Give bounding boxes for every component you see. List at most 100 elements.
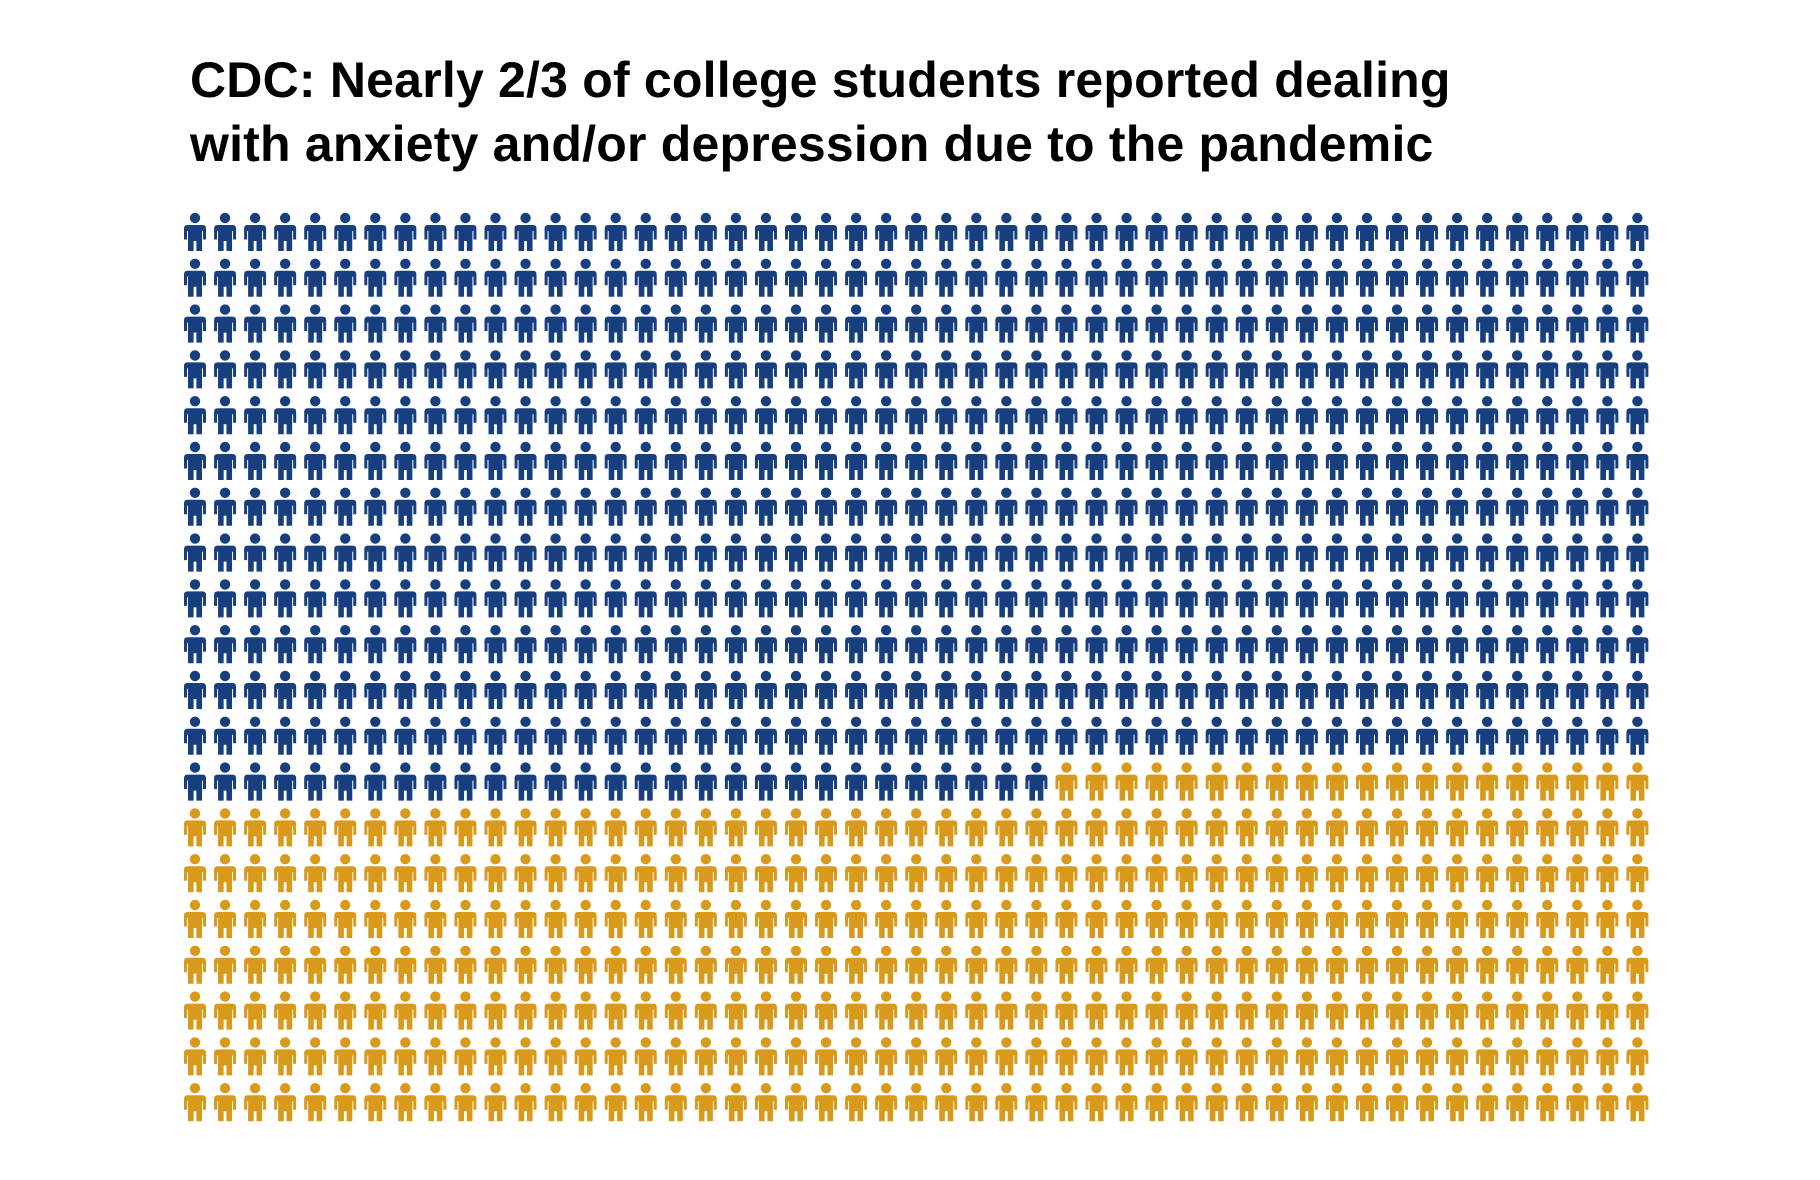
person-icon-series-1 xyxy=(785,258,807,297)
person-icon-series-2 xyxy=(1115,854,1138,893)
person-icon-series-1 xyxy=(1416,441,1439,480)
person-icon-series-1 xyxy=(724,487,747,526)
person-icon-series-2 xyxy=(1265,1083,1288,1122)
person-icon-series-1 xyxy=(1416,212,1439,251)
person-icon-series-1 xyxy=(1386,212,1408,251)
person-icon-series-1 xyxy=(875,396,898,435)
person-icon-series-2 xyxy=(604,1037,627,1076)
person-icon-series-2 xyxy=(724,899,747,938)
person-icon-series-1 xyxy=(905,762,928,801)
person-icon-series-1 xyxy=(484,212,507,251)
person-icon-series-2 xyxy=(694,1083,717,1122)
person-icon-series-1 xyxy=(1536,212,1559,251)
person-icon-series-2 xyxy=(1295,1083,1318,1122)
person-icon-series-2 xyxy=(694,808,717,847)
person-icon-series-1 xyxy=(1055,396,1078,435)
person-icon-series-1 xyxy=(1386,716,1408,755)
person-icon-series-2 xyxy=(965,854,988,893)
person-icon-series-1 xyxy=(1175,396,1198,435)
person-icon-series-2 xyxy=(1235,945,1258,984)
person-icon-series-2 xyxy=(544,899,567,938)
person-icon-series-1 xyxy=(334,396,357,435)
person-icon-series-2 xyxy=(724,1083,747,1122)
person-icon-series-1 xyxy=(604,350,627,389)
person-icon-series-1 xyxy=(845,579,868,618)
person-icon-series-1 xyxy=(1115,716,1138,755)
person-icon-series-1 xyxy=(1506,670,1529,709)
person-icon-series-2 xyxy=(1355,854,1378,893)
person-icon-series-1 xyxy=(1446,533,1469,572)
person-icon-series-1 xyxy=(214,304,237,343)
person-icon-series-1 xyxy=(1265,212,1288,251)
person-icon-series-1 xyxy=(1596,670,1619,709)
person-icon-series-2 xyxy=(935,1083,958,1122)
person-icon-series-2 xyxy=(1055,808,1078,847)
person-icon-series-1 xyxy=(965,487,988,526)
person-icon-series-2 xyxy=(484,854,507,893)
person-icon-series-1 xyxy=(1055,579,1078,618)
person-icon-series-1 xyxy=(694,625,717,664)
person-icon-series-1 xyxy=(664,212,687,251)
person-icon-series-1 xyxy=(454,487,477,526)
person-icon-series-1 xyxy=(1025,441,1048,480)
person-icon-series-1 xyxy=(845,396,868,435)
person-icon-series-1 xyxy=(1325,212,1348,251)
person-icon-series-2 xyxy=(364,991,387,1030)
person-icon-series-1 xyxy=(1175,304,1198,343)
person-icon-series-1 xyxy=(1596,487,1619,526)
person-icon-series-1 xyxy=(244,762,267,801)
person-icon-series-2 xyxy=(394,991,417,1030)
person-icon-series-1 xyxy=(514,762,537,801)
person-icon-series-2 xyxy=(875,991,898,1030)
person-icon-series-1 xyxy=(815,533,838,572)
person-icon-series-2 xyxy=(334,991,357,1030)
person-icon-series-1 xyxy=(634,487,657,526)
person-icon-series-1 xyxy=(1175,716,1198,755)
person-icon-series-1 xyxy=(424,350,447,389)
person-icon-series-2 xyxy=(544,808,567,847)
person-icon-series-1 xyxy=(845,441,868,480)
person-icon-series-2 xyxy=(935,991,958,1030)
person-icon-series-2 xyxy=(1085,991,1108,1030)
person-icon-series-1 xyxy=(1265,533,1288,572)
person-icon-series-1 xyxy=(1566,533,1589,572)
person-icon-series-1 xyxy=(484,258,507,297)
person-icon-series-2 xyxy=(785,945,807,984)
person-icon-series-1 xyxy=(965,350,988,389)
person-icon-series-2 xyxy=(1115,899,1138,938)
person-icon-series-1 xyxy=(754,716,777,755)
person-icon-series-2 xyxy=(1325,854,1348,893)
person-icon-series-1 xyxy=(274,441,297,480)
person-icon-series-2 xyxy=(1175,899,1198,938)
person-icon-series-1 xyxy=(634,625,657,664)
person-icon-series-1 xyxy=(1536,304,1559,343)
person-icon-series-1 xyxy=(724,396,747,435)
person-icon-series-2 xyxy=(604,1083,627,1122)
person-icon-series-1 xyxy=(1386,670,1408,709)
person-icon-series-1 xyxy=(214,579,237,618)
person-icon-series-1 xyxy=(1295,350,1318,389)
person-icon-series-2 xyxy=(1596,945,1619,984)
person-icon-series-2 xyxy=(634,899,657,938)
person-icon-series-2 xyxy=(1175,808,1198,847)
person-icon-series-1 xyxy=(785,212,807,251)
person-icon-series-2 xyxy=(1476,1037,1499,1076)
person-icon-series-2 xyxy=(1476,1083,1499,1122)
person-icon-series-1 xyxy=(364,579,387,618)
person-icon-series-2 xyxy=(1386,899,1408,938)
person-icon-series-1 xyxy=(1025,579,1048,618)
person-icon-series-1 xyxy=(694,304,717,343)
person-icon-series-1 xyxy=(995,396,1018,435)
person-icon-series-1 xyxy=(1295,258,1318,297)
person-icon-series-1 xyxy=(1536,487,1559,526)
person-icon-series-2 xyxy=(1506,854,1529,893)
person-icon-series-1 xyxy=(845,533,868,572)
person-icon-series-2 xyxy=(304,1037,327,1076)
person-icon-series-1 xyxy=(1596,304,1619,343)
person-icon-series-2 xyxy=(1476,854,1499,893)
person-icon-series-2 xyxy=(514,991,537,1030)
person-icon-series-1 xyxy=(364,396,387,435)
person-icon-series-1 xyxy=(815,762,838,801)
person-icon-series-1 xyxy=(1115,258,1138,297)
person-icon-series-1 xyxy=(905,212,928,251)
